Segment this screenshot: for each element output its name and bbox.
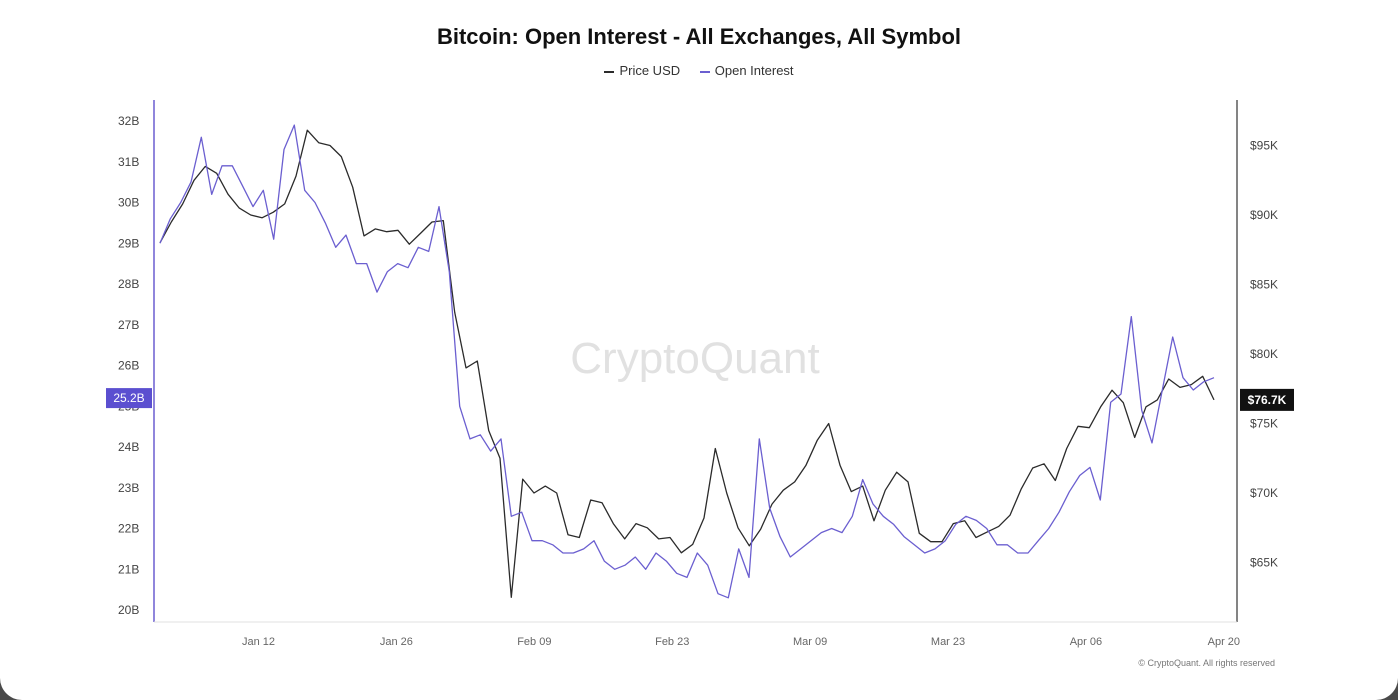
left-tick-label: 29B bbox=[118, 236, 139, 250]
right-tick-label: $65K bbox=[1250, 556, 1278, 570]
window-bottom-edge bbox=[0, 678, 1398, 700]
chart-title: Bitcoin: Open Interest - All Exchanges, … bbox=[436, 24, 961, 49]
left-tick-label: 26B bbox=[118, 359, 139, 373]
x-tick-label: Mar 09 bbox=[793, 636, 827, 648]
left-current-badge bbox=[106, 388, 152, 409]
right-current-label: $76.7K bbox=[1248, 393, 1287, 407]
watermark-text: CryptoQuant bbox=[570, 334, 819, 383]
x-tick-label: Feb 23 bbox=[655, 636, 689, 648]
right-tick-label: $95K bbox=[1250, 139, 1278, 153]
right-tick-label: $75K bbox=[1250, 417, 1278, 431]
left-tick-label: 31B bbox=[118, 155, 139, 169]
open-interest-line bbox=[159, 124, 1215, 599]
x-tick-label: Jan 26 bbox=[380, 636, 413, 648]
left-tick-label: 30B bbox=[118, 196, 139, 210]
copyright-text: © CryptoQuant. All rights reserved bbox=[1138, 658, 1275, 668]
right-tick-label: $80K bbox=[1250, 347, 1278, 361]
x-tick-label: Feb 09 bbox=[517, 636, 551, 648]
left-tick-label: 27B bbox=[118, 318, 139, 332]
right-tick-label: $90K bbox=[1250, 208, 1278, 222]
chart-legend: Price USD Open Interest bbox=[0, 63, 1398, 78]
left-tick-label: 28B bbox=[118, 277, 139, 291]
x-tick-label: Mar 23 bbox=[931, 636, 965, 648]
legend-swatch-open-interest bbox=[699, 70, 710, 73]
legend-item-price[interactable]: Price USD bbox=[604, 63, 680, 78]
right-tick-label: $70K bbox=[1250, 486, 1278, 500]
right-tick-label: $85K bbox=[1250, 278, 1278, 292]
left-tick-label: 22B bbox=[118, 522, 139, 536]
legend-item-open-interest[interactable]: Open Interest bbox=[699, 63, 794, 78]
left-tick-label: 24B bbox=[118, 440, 139, 454]
x-tick-label: Jan 12 bbox=[242, 636, 275, 648]
left-tick-label: 32B bbox=[118, 114, 139, 128]
left-tick-label: 21B bbox=[118, 562, 139, 576]
left-tick-label: 23B bbox=[118, 481, 139, 495]
legend-label-open-interest: Open Interest bbox=[714, 63, 794, 78]
legend-swatch-price bbox=[604, 70, 615, 73]
price-line bbox=[159, 129, 1215, 598]
legend-label-price: Price USD bbox=[619, 63, 681, 78]
x-tick-label: Apr 06 bbox=[1070, 636, 1102, 648]
left-tick-label: 20B bbox=[118, 603, 139, 617]
x-tick-label: Apr 20 bbox=[1208, 636, 1240, 648]
left-current-label: 25.2B bbox=[113, 391, 144, 405]
right-current-badge bbox=[1240, 388, 1294, 411]
